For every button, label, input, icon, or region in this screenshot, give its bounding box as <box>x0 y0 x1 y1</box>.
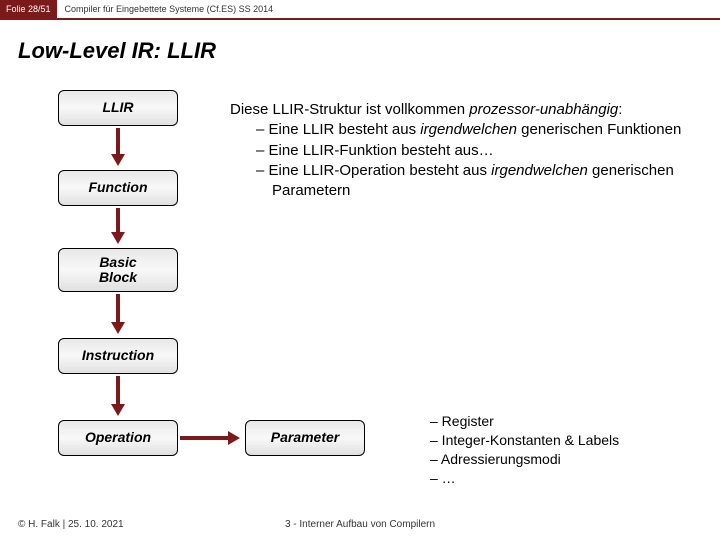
para-b3b: irgendwelchen <box>491 162 588 179</box>
box-parameter-label: Parameter <box>271 430 340 445</box>
box-instruction-label: Instruction <box>82 348 154 363</box>
arrow-v4-line <box>116 376 120 406</box>
para-b1a: – Eine LLIR besteht aus <box>256 121 420 138</box>
box-llir: LLIR <box>58 90 178 126</box>
para-bullet2: – Eine LLIR-Funktion besteht aus… <box>230 141 690 161</box>
para-bullet1: – Eine LLIR besteht aus irgendwelchen ge… <box>230 120 690 140</box>
box-operation-label: Operation <box>85 430 151 445</box>
course-title: Compiler für Eingebettete Systeme (Cf.ES… <box>57 0 274 18</box>
box-basic-block-label: Basic Block <box>99 255 137 286</box>
box-operation: Operation <box>58 420 178 456</box>
box-function-label: Function <box>88 180 147 195</box>
para-b1b: irgendwelchen <box>420 121 517 138</box>
header-bar: Folie 28/51 Compiler für Eingebettete Sy… <box>0 0 720 20</box>
para-bullet3: – Eine LLIR-Operation besteht aus irgend… <box>230 161 690 202</box>
arrow-v1-line <box>116 128 120 156</box>
arrow-v2-line <box>116 208 120 234</box>
para-line1b: prozessor-unabhängig <box>469 101 618 118</box>
content-area: LLIR Function Basic Block Instruction Op… <box>0 80 720 510</box>
arrow-h1-head <box>228 431 240 445</box>
page-title: Low-Level IR: LLIR <box>18 38 720 64</box>
box-instruction: Instruction <box>58 338 178 374</box>
para-line1: Diese LLIR-Struktur ist vollkommen proze… <box>230 100 690 120</box>
box-basic-block: Basic Block <box>58 248 178 292</box>
param-ellipsis: – … <box>430 469 619 488</box>
box-llir-label: LLIR <box>102 100 133 115</box>
arrow-v4-head <box>111 404 125 416</box>
arrow-v3-line <box>116 294 120 324</box>
arrow-h1-line <box>180 436 230 440</box>
para-b3a: – Eine LLIR-Operation besteht aus <box>256 162 491 179</box>
parameter-list: – Register – Integer-Konstanten & Labels… <box>430 412 619 488</box>
para-line1c: : <box>618 101 622 118</box>
para-line1a: Diese LLIR-Struktur ist vollkommen <box>230 101 469 118</box>
para-b1c: generischen Funktionen <box>517 121 681 138</box>
param-register: – Register <box>430 412 619 431</box>
arrow-v2-head <box>111 232 125 244</box>
arrow-v1-head <box>111 154 125 166</box>
arrow-v3-head <box>111 322 125 334</box>
box-parameter: Parameter <box>245 420 365 456</box>
slide-number: Folie 28/51 <box>0 0 57 18</box>
body-paragraph: Diese LLIR-Struktur ist vollkommen proze… <box>230 100 690 201</box>
footer-chapter: 3 - Interner Aufbau von Compilern <box>0 519 720 530</box>
param-addressing: – Adressierungsmodi <box>430 450 619 469</box>
box-function: Function <box>58 170 178 206</box>
param-integer: – Integer-Konstanten & Labels <box>430 431 619 450</box>
